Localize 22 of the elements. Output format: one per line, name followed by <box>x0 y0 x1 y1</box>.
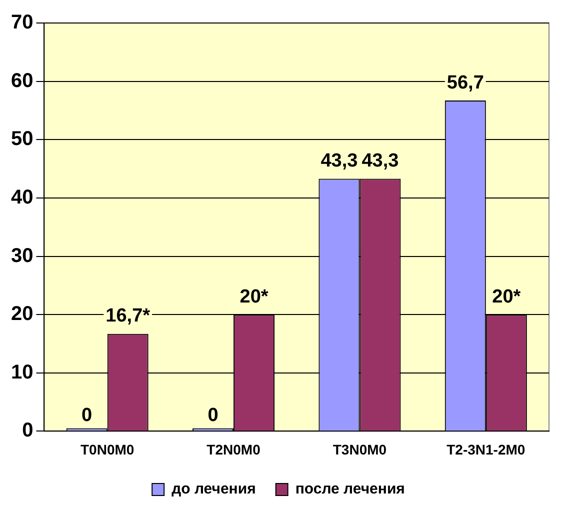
data-label: 0 <box>208 404 218 426</box>
y-tick-label: 70 <box>10 12 34 34</box>
y-tick-label: 0 <box>22 420 34 442</box>
y-tick-label: 60 <box>10 70 34 92</box>
legend-label: после лечения <box>295 480 405 498</box>
y-tick-label: 40 <box>10 186 34 208</box>
data-label: 20* <box>240 286 269 308</box>
data-label: 43,3 <box>362 150 399 172</box>
data-label: 0 <box>82 404 92 426</box>
y-tick-label: 50 <box>10 128 34 150</box>
x-tick-label: T2N0M0 <box>206 441 261 458</box>
y-tick-label: 10 <box>10 361 34 384</box>
y-tick-label: 20 <box>10 303 34 326</box>
x-tick-label: T0N0M0 <box>80 441 134 458</box>
legend-label: до лечения <box>172 480 256 498</box>
y-tick-label: 30 <box>10 244 34 267</box>
x-tick-label: T2-3N1-2M0 <box>446 441 526 458</box>
data-label: 16,7* <box>106 306 151 327</box>
x-tick-label: T3N0M0 <box>332 441 387 458</box>
data-label: 20* <box>492 286 522 308</box>
data-label: 43,3 <box>320 150 358 172</box>
data-label: 56,7 <box>446 72 484 94</box>
